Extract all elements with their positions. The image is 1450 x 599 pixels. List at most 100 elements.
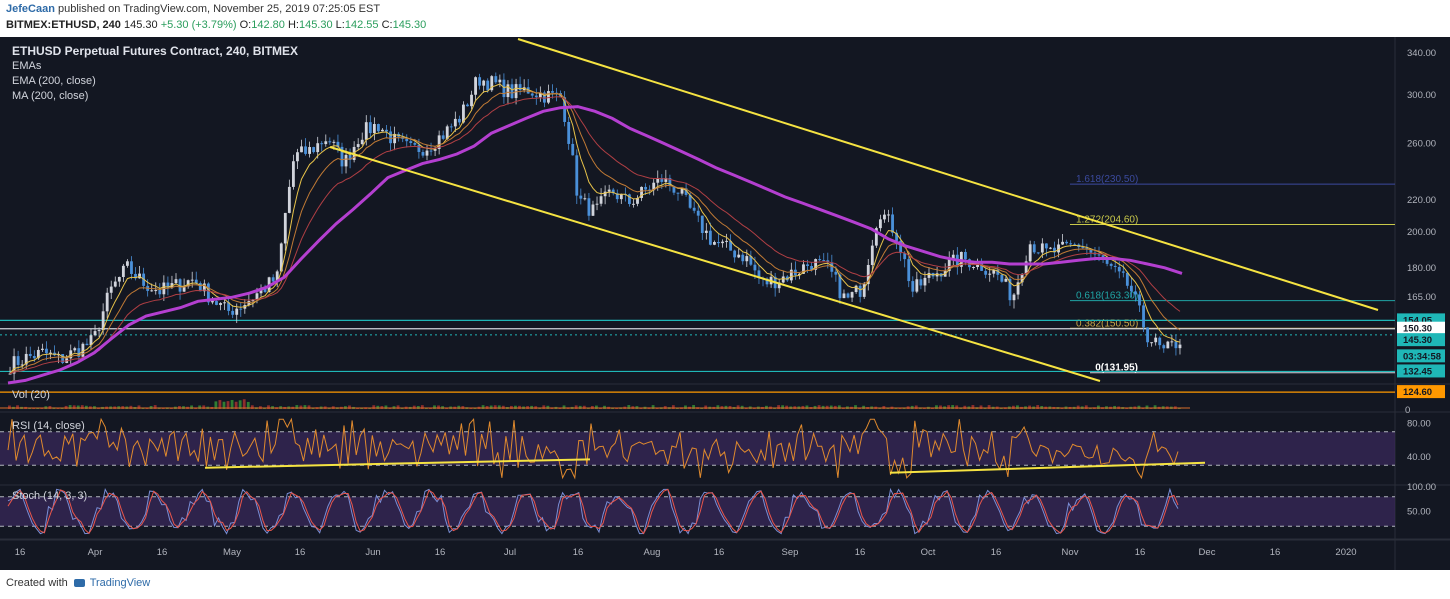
candle-body (85, 343, 89, 346)
price-axis-badge (1397, 333, 1445, 347)
volume-bar (299, 405, 303, 409)
candle-body (696, 210, 700, 216)
volume-bar (854, 405, 857, 409)
chart-header: JefeCaan published on TradingView.com, N… (0, 0, 1450, 37)
candle-body (1162, 345, 1166, 349)
volume-bar (947, 405, 951, 409)
candle-body (113, 281, 117, 287)
price-axis-tick: 220.00 (1407, 195, 1436, 206)
stoch-pane-label[interactable]: Stoch (14, 3, 3) (12, 490, 88, 502)
candle-body (1146, 327, 1150, 343)
chart-canvas[interactable]: 1.618(230.50) 1.272(204.60) 0.618(163.30) 0… (0, 37, 1450, 570)
rsi-pane-label[interactable]: RSI (14, close) (12, 420, 85, 432)
candle-body (1061, 241, 1064, 245)
candle-body (1158, 337, 1162, 346)
indicator-ema200[interactable]: EMA (200, close) (12, 75, 96, 87)
indicator-emas[interactable]: EMAs (12, 60, 42, 72)
candle-body (1032, 244, 1036, 253)
candle-body (296, 152, 299, 162)
volume-bar (372, 405, 376, 409)
volume-bar (137, 405, 141, 409)
candle-body (336, 141, 340, 147)
indicator-ma200[interactable]: MA (200, close) (12, 90, 89, 102)
candle-body (911, 281, 915, 292)
candle-body (1170, 341, 1174, 343)
tradingview-link[interactable]: TradingView (89, 577, 151, 589)
candle-body (992, 269, 996, 274)
volume-bar (80, 405, 84, 409)
candle-body (652, 182, 656, 191)
time-axis-tick: Jul (504, 547, 516, 558)
candle-body (348, 154, 352, 160)
volume-bar (514, 405, 517, 409)
volume-bar (129, 405, 133, 409)
candle-body (717, 242, 720, 244)
candle-body (640, 186, 643, 198)
volume-pane-label[interactable]: Vol (20) (12, 389, 50, 401)
candle-body (219, 303, 222, 305)
candles-group (8, 72, 1182, 381)
price-axis-badge (1397, 385, 1445, 399)
volume-bar (420, 405, 424, 409)
stoch-axis-tick: 50.00 (1407, 507, 1431, 518)
candle-body (49, 352, 52, 354)
volume-axis-tick: 0 (1405, 405, 1410, 416)
candle-body (36, 349, 40, 359)
candle-body (81, 343, 85, 357)
volume-bar (716, 405, 720, 409)
candle-body (457, 118, 461, 123)
published-text: published on TradingView.com, November 2… (57, 3, 381, 15)
close-value: 145.30 (392, 19, 427, 31)
author-name[interactable]: JefeCaan (6, 3, 55, 15)
candle-body (482, 80, 486, 86)
fib-label: 0.382(150.50) (1076, 318, 1138, 329)
volume-bar (348, 405, 351, 409)
ma200-line (7, 105, 1183, 385)
candle-body (287, 186, 291, 213)
candle-body (1174, 341, 1178, 349)
lower-trendline (329, 146, 1101, 382)
candle-body (1012, 294, 1016, 301)
candle-body (1134, 291, 1137, 295)
candle-body (721, 241, 724, 244)
candle-body (563, 97, 567, 122)
volume-bar (837, 405, 841, 409)
volume-bar (1153, 405, 1157, 409)
time-axis-tick: 16 (295, 547, 306, 558)
candle-body (1113, 265, 1117, 268)
candle-body (923, 277, 927, 286)
candle-body (227, 302, 231, 311)
candle-body (862, 284, 866, 297)
fib-label: 1.618(230.50) (1076, 174, 1138, 185)
volume-bar (829, 405, 833, 409)
candle-body (818, 259, 822, 261)
ema-line (9, 83, 1181, 374)
candle-body (478, 77, 482, 86)
candle-body (405, 138, 409, 142)
candle-body (170, 283, 174, 288)
candle-body (579, 195, 583, 199)
price-axis-tick: 165.00 (1407, 292, 1436, 303)
time-axis-tick: 16 (714, 547, 725, 558)
candle-body (198, 283, 202, 292)
chart-area[interactable]: 1.618(230.50) 1.272(204.60) 0.618(163.30) 0… (0, 37, 1450, 570)
candle-body (174, 279, 178, 284)
time-axis-tick: 16 (1135, 547, 1146, 558)
rsi-axis-tick: 40.00 (1407, 452, 1431, 463)
candle-body (178, 279, 182, 292)
candle-body (24, 353, 28, 365)
candle-body (1154, 337, 1158, 343)
candle-body (194, 279, 198, 284)
stoch-axis-tick: 100.00 (1407, 482, 1436, 493)
volume-bar (546, 405, 550, 409)
candle-body (453, 118, 457, 127)
candle-body (263, 288, 267, 292)
price-axis-tick: 300.00 (1407, 90, 1436, 101)
volume-bar (578, 405, 582, 409)
volume-bar (190, 405, 194, 409)
candle-body (834, 271, 838, 275)
candle-body (777, 282, 781, 289)
candle-body (381, 129, 384, 132)
volume-bar (595, 405, 598, 409)
candle-body (583, 198, 587, 200)
